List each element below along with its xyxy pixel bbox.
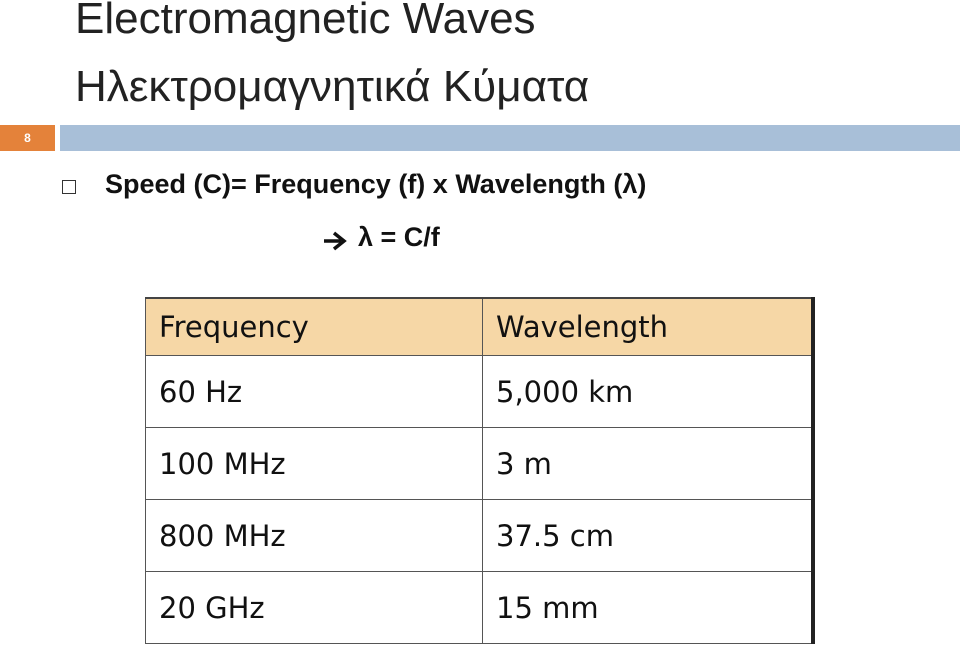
header-cell: Frequency — [145, 297, 483, 356]
table-cell: 3 m — [482, 427, 814, 500]
table-cell: 100 MHz — [145, 427, 483, 500]
table-cell: 800 MHz — [145, 499, 483, 572]
bullet-icon — [62, 180, 76, 194]
bullet-text: Speed (C)= Frequency (f) x Wavelength (λ… — [105, 169, 647, 199]
title: Ηλεκτρομαγνητικά Κύματα — [75, 62, 590, 111]
table-row: 800 MHz 37.5 cm — [145, 499, 814, 572]
arrow — [324, 231, 347, 251]
title: Electromagnetic Waves — [75, 0, 536, 43]
table-row: Frequency Wavelength — [145, 297, 814, 356]
table-cell: 37.5 cm — [482, 499, 814, 572]
table-cell: 60 Hz — [145, 355, 483, 428]
table-row: 60 Hz 5,000 km — [145, 355, 814, 428]
table-cell: 5,000 km — [482, 355, 814, 428]
table-cell: 15 mm — [482, 571, 814, 644]
table-cell: 20 GHz — [145, 571, 483, 644]
title-bar — [60, 125, 960, 151]
table: Frequency Wavelength 60 Hz 5,000 km 100 MHz 3… — [145, 297, 815, 644]
table-row: 20 GHz 15 mm — [145, 571, 814, 644]
header-cell: Wavelength — [482, 297, 814, 356]
slide-number: 8 — [0, 125, 55, 151]
formula: λ = C/f — [358, 222, 440, 252]
table-row: 100 MHz 3 m — [145, 427, 814, 500]
